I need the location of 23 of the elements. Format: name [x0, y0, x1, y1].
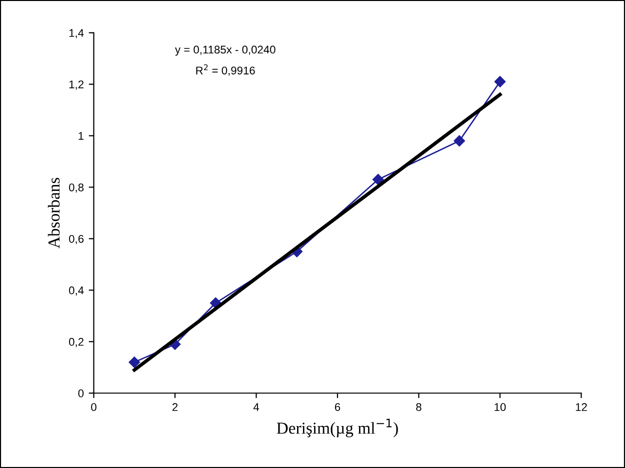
- point: [494, 76, 506, 88]
- x-axis-title: Derişim(µg ml$^{−1}$): [276, 418, 398, 438]
- y-tick-label: 0,4: [69, 286, 84, 296]
- x-tick-label: 8: [416, 403, 422, 412]
- point: [128, 356, 140, 368]
- x-tick-label: 0: [91, 403, 96, 412]
- y-tick-label: 1: [78, 132, 84, 140]
- x-tick-label: 10: [494, 403, 506, 412]
- y-tick-label: 0,2: [69, 338, 84, 348]
- point: [372, 174, 384, 186]
- x-tick-label: 12: [576, 403, 587, 411]
- x-tick-label: 4: [253, 403, 260, 411]
- y-tick-label: 0,6: [69, 234, 84, 244]
- y-tick-label: 0: [78, 389, 84, 398]
- point: [454, 135, 465, 146]
- y-axis-title: Absorbans: [48, 178, 60, 248]
- annotation: y = 0,1185x - 0,0240: [175, 46, 276, 56]
- y-tick-label: 1,4: [69, 29, 84, 38]
- y-tick-label: 1,2: [69, 80, 84, 90]
- x-tick-label: 6: [334, 403, 340, 412]
- annotation: R$^{2}$ = 0,9916: [196, 64, 255, 76]
- y-tick-label: 0,8: [69, 183, 84, 193]
- x-tick-label: 2: [172, 403, 178, 411]
